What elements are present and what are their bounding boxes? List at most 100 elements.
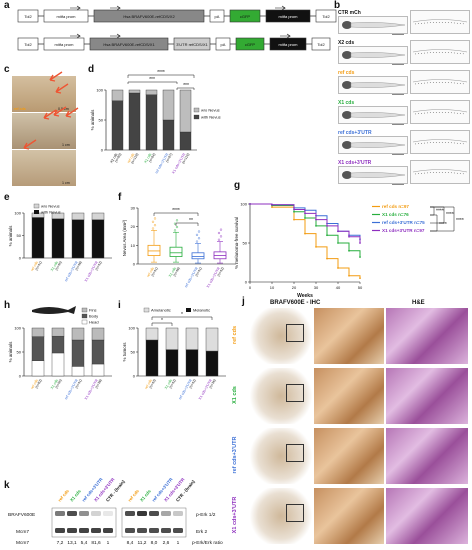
bar bbox=[31, 327, 45, 337]
survival-point bbox=[348, 274, 350, 277]
x-tick-count: (n=49) bbox=[74, 261, 82, 272]
x-tick-label: 20 bbox=[292, 285, 297, 290]
arrow-icon bbox=[70, 5, 81, 11]
bar bbox=[91, 327, 105, 341]
construct-element bbox=[209, 9, 225, 23]
blot-label: Mcm7 bbox=[16, 529, 29, 535]
bar bbox=[145, 89, 158, 95]
construct-element-label: mitfa prom bbox=[57, 14, 77, 19]
y-tick-label: 30 bbox=[131, 206, 136, 211]
red-arrow-icon bbox=[49, 71, 63, 82]
blot-band bbox=[103, 511, 113, 516]
x-tick-count: (n=36) bbox=[208, 379, 216, 390]
ihc-detail-image bbox=[314, 428, 384, 484]
red-arrow-icon bbox=[43, 109, 57, 120]
arrow-icon bbox=[280, 33, 291, 39]
y-tick-label: 10 bbox=[131, 243, 136, 248]
bar bbox=[71, 212, 85, 220]
survival-point bbox=[271, 203, 273, 206]
construct-element-label: cGFP bbox=[245, 42, 256, 47]
bar bbox=[91, 212, 105, 220]
sig-label: * bbox=[181, 312, 183, 318]
blot-band bbox=[137, 511, 147, 516]
box bbox=[169, 246, 183, 257]
construct-element-label: pA bbox=[215, 14, 220, 19]
red-arrow-icon bbox=[23, 139, 37, 150]
he-stain-image bbox=[386, 368, 468, 424]
x-tick-label: ref cds bbox=[30, 260, 39, 272]
bar bbox=[51, 327, 65, 337]
outlier-point bbox=[219, 228, 223, 231]
arrow-icon bbox=[275, 5, 286, 11]
blot-band bbox=[103, 528, 113, 533]
outlier-point bbox=[195, 240, 199, 243]
lane-label: ref cds bbox=[57, 488, 70, 503]
x-tick-count: (n=118) bbox=[130, 153, 139, 165]
construct-element-label: Hsa BRAFV600E-refCDS/X2 bbox=[123, 14, 175, 19]
survival-point bbox=[326, 257, 328, 260]
outlier-point bbox=[173, 222, 177, 225]
lane-label: ref cds bbox=[127, 488, 140, 503]
blot-label: Erk 2 bbox=[196, 529, 208, 535]
quant-value: 1 bbox=[107, 540, 110, 546]
outlier-point bbox=[173, 229, 177, 232]
lane-label: X1 cds bbox=[139, 488, 152, 502]
bar bbox=[205, 350, 219, 377]
construct-element-label: Tol2 bbox=[322, 14, 330, 19]
bar bbox=[71, 366, 85, 377]
fish-row-label: CTR mCh bbox=[338, 10, 361, 16]
bar bbox=[179, 89, 192, 133]
bar bbox=[179, 131, 192, 151]
blot-band bbox=[161, 528, 171, 533]
panel-f-label: f bbox=[118, 192, 122, 203]
quant-value: 2,6 bbox=[163, 540, 170, 546]
construct-element-label: Hsa BRAFV600E-refCDS/X1 bbox=[103, 42, 155, 47]
construct-element bbox=[235, 37, 265, 51]
quant-value: 8,4 bbox=[127, 540, 134, 546]
panel-b-label: b bbox=[334, 0, 341, 11]
x-tick-count: (n=55) bbox=[54, 379, 62, 390]
y-tick-label: 50 bbox=[99, 118, 104, 123]
y-axis-label: % animals bbox=[8, 341, 13, 363]
construct-element bbox=[17, 37, 39, 51]
quant-value: 5,4 bbox=[81, 540, 88, 546]
fish-detail-image bbox=[410, 70, 470, 94]
zoom-region-box bbox=[286, 504, 304, 522]
quant-value: 1 bbox=[177, 540, 180, 546]
sig-bracket bbox=[430, 206, 435, 216]
y-tick-label: 20 bbox=[131, 224, 136, 229]
survival-point bbox=[304, 232, 306, 235]
outlier-point bbox=[197, 237, 201, 240]
histology-row-label: X1 cds bbox=[232, 386, 238, 404]
y-axis-label: % melanoma-free survival bbox=[234, 217, 239, 269]
he-column-title: H&E bbox=[412, 300, 425, 306]
bar bbox=[31, 336, 45, 361]
legend-swatch bbox=[193, 114, 200, 120]
construct-element bbox=[43, 37, 85, 51]
ihc-detail-image bbox=[314, 368, 384, 424]
bar bbox=[185, 327, 199, 350]
arrow-icon bbox=[70, 33, 81, 39]
fish-detail-image bbox=[410, 40, 470, 64]
y-axis-label: % animals bbox=[8, 225, 13, 247]
y-tick-label: 0 bbox=[133, 262, 136, 267]
nevus-arrows bbox=[23, 71, 79, 150]
bar bbox=[205, 327, 219, 352]
blot-band bbox=[91, 511, 101, 516]
legend-label: with Nevus bbox=[41, 210, 61, 215]
panel-d-label: d bbox=[88, 64, 95, 75]
outlier-point bbox=[219, 235, 223, 238]
scale-bar-label: 1 cm bbox=[62, 181, 70, 185]
fish-detail-image bbox=[410, 130, 470, 154]
sig-label: **** bbox=[157, 70, 165, 76]
survival-point bbox=[249, 203, 251, 205]
legend-label: Amelanotic bbox=[151, 308, 171, 313]
arrow-icon bbox=[110, 5, 121, 11]
sig-label: **** bbox=[439, 222, 447, 228]
x-tick-count: (n=41) bbox=[150, 267, 158, 278]
fish-row-label: X1 cds bbox=[338, 100, 355, 106]
legend-swatch bbox=[143, 307, 150, 313]
construct-element-label: 3'UTR refCDS/X1 bbox=[176, 42, 208, 47]
y-tick-label: 0 bbox=[245, 280, 248, 285]
